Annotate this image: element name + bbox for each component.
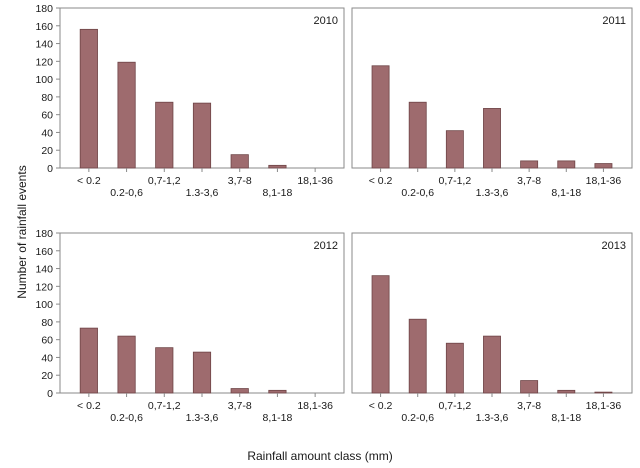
x-tick-label: < 0.2 [77, 400, 101, 412]
y-tick-label: 20 [41, 370, 53, 382]
bar-2011-4 [520, 160, 539, 169]
x-axis-title: Rainfall amount class (mm) [247, 449, 392, 463]
bar-2010-0 [79, 28, 98, 169]
bar-2012-4 [230, 388, 249, 394]
bar-2011-6 [594, 163, 613, 169]
bar-2013-4 [520, 380, 539, 394]
bar-2011-1 [408, 101, 427, 169]
x-tick-label: < 0.2 [77, 175, 101, 187]
x-tick-label: 1.3-3,6 [186, 412, 219, 424]
panel-2012: 0 20 40 60 80 100 120 140 160 180 < 0.2 0.2-0,6 0,7-… [35, 228, 345, 424]
panel-2011: < 0.2 0.2-0,6 0,7-1,2 1.3-3,6 3,7-8 8,1-18 18,… [351, 7, 633, 199]
x-tick-label: 18,1-36 [297, 175, 333, 187]
panels-group: 0 20 40 60 80 100 120 140 160 180 < 0.2 0.2-0,6 0,7-… [35, 3, 633, 424]
x-tick-label: 3,7-8 [228, 400, 252, 412]
y-tick-label: 120 [35, 56, 53, 68]
bar-2012-2 [155, 347, 174, 394]
panel-year-label: 2013 [602, 240, 626, 252]
x-tick-label: 0.2-0,6 [401, 412, 434, 424]
x-tick-label: 3,7-8 [228, 175, 252, 187]
bar-2012-3 [192, 351, 212, 394]
y-tick-label: 140 [35, 39, 53, 51]
bar-2010-3 [192, 102, 212, 169]
panel-year-label: 2011 [602, 15, 626, 27]
bar-2010-1 [117, 61, 136, 169]
y-tick-label: 180 [35, 3, 53, 15]
x-tick-label: 1.3-3,6 [476, 187, 509, 199]
bar-2013-5 [557, 389, 576, 394]
x-tick-label: < 0.2 [369, 175, 393, 187]
x-tick-label: 0,7-1,2 [439, 400, 472, 412]
bar-2010-2 [155, 101, 174, 169]
x-tick-label: 3,7-8 [517, 400, 541, 412]
bar-2012-1 [117, 335, 136, 394]
y-tick-label: 0 [47, 388, 53, 400]
y-tick-label: 40 [41, 352, 53, 364]
bar-2013-0 [371, 275, 390, 394]
x-tick-label: 1.3-3,6 [186, 187, 219, 199]
bar-2011-0 [371, 65, 390, 169]
x-tick-label: 0,7-1,2 [148, 400, 181, 412]
bar-2012-5 [268, 389, 287, 394]
x-tick-label: 1.3-3,6 [476, 412, 509, 424]
y-tick-label: 100 [35, 74, 53, 86]
bar-2010-4 [230, 154, 249, 169]
y-tick-label: 0 [47, 163, 53, 175]
panel-year-label: 2010 [314, 15, 338, 27]
y-tick-label: 160 [35, 21, 53, 33]
bar-2013-2 [445, 342, 464, 394]
y-tick-label: 160 [35, 246, 53, 258]
x-tick-label: 0,7-1,2 [148, 175, 181, 187]
bar-2010-5 [268, 164, 287, 169]
bar-2013-6 [594, 391, 613, 394]
y-tick-label: 80 [41, 92, 53, 104]
y-tick-label: 20 [41, 145, 53, 157]
x-tick-label: 0.2-0,6 [401, 187, 434, 199]
x-tick-label: 8,1-18 [263, 412, 293, 424]
bar-2012-0 [79, 327, 98, 394]
y-tick-label: 60 [41, 110, 53, 122]
y-tick-label: 180 [35, 228, 53, 240]
x-tick-label: 3,7-8 [517, 175, 541, 187]
y-tick-label: 60 [41, 335, 53, 347]
bar-2013-3 [483, 335, 501, 394]
x-tick-label: 18,1-36 [586, 400, 622, 412]
x-tick-label: 0,7-1,2 [439, 175, 472, 187]
x-tick-label: 8,1-18 [551, 187, 581, 199]
y-tick-label: 40 [41, 127, 53, 139]
x-tick-label: 0.2-0,6 [110, 412, 143, 424]
bar-2011-3 [483, 108, 501, 169]
y-tick-label: 140 [35, 264, 53, 276]
bar-2013-1 [408, 318, 427, 394]
x-tick-label: 8,1-18 [263, 187, 293, 199]
panel-year-label: 2012 [314, 240, 338, 252]
y-axis-title: Number of rainfall events [15, 165, 29, 298]
y-tick-label: 100 [35, 299, 53, 311]
panel-2013: < 0.2 0.2-0,6 0,7-1,2 1.3-3,6 3,7-8 8,1-18 18,… [351, 232, 633, 424]
x-tick-label: 8,1-18 [551, 412, 581, 424]
x-tick-label: 18,1-36 [297, 400, 333, 412]
panel-2010: 0 20 40 60 80 100 120 140 160 180 < 0.2 0.2-0,6 0,7-… [35, 3, 345, 199]
y-tick-label: 80 [41, 317, 53, 329]
x-tick-label: 0.2-0,6 [110, 187, 143, 199]
x-tick-label: 18,1-36 [586, 175, 622, 187]
y-tick-label: 120 [35, 281, 53, 293]
bar-2011-5 [557, 160, 576, 169]
bar-2011-2 [445, 130, 464, 169]
x-tick-label: < 0.2 [369, 400, 393, 412]
